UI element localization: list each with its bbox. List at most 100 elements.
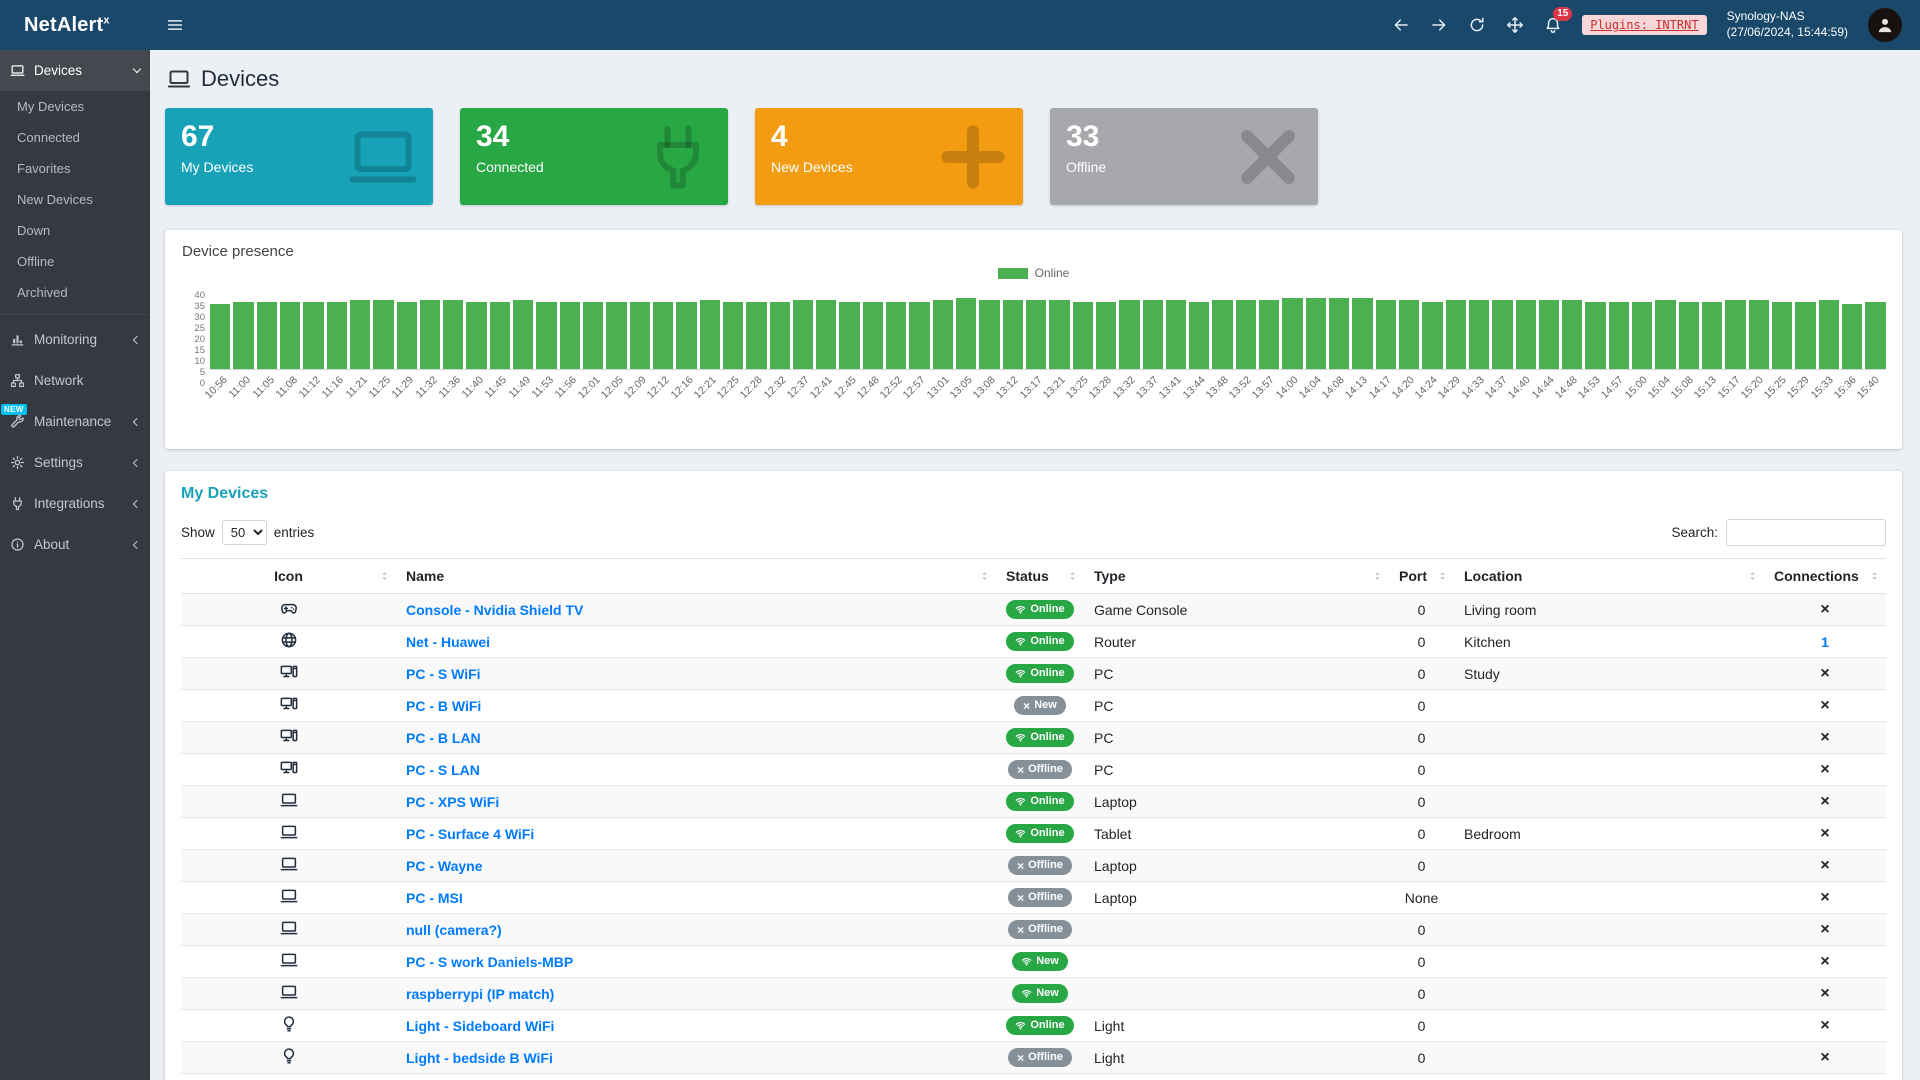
delete-device-icon[interactable]: × [1820, 984, 1830, 1002]
delete-device-icon[interactable]: × [1820, 760, 1830, 778]
column-header-status[interactable]: Status [996, 558, 1084, 594]
move-icon [1506, 16, 1524, 34]
device-name-link[interactable]: PC - S LAN [406, 761, 480, 778]
stat-card-connected[interactable]: 34 Connected [460, 108, 728, 205]
sidebar-subitem-my-devices[interactable]: My Devices [17, 99, 85, 114]
chart-bar [699, 299, 720, 369]
delete-device-icon[interactable]: × [1820, 856, 1830, 874]
delete-device-icon[interactable]: × [1820, 824, 1830, 842]
sidebar-item-settings[interactable]: Settings [0, 442, 150, 483]
sidebar-subitem-connected[interactable]: Connected [17, 130, 80, 145]
delete-device-icon[interactable]: × [1820, 952, 1830, 970]
chart-x-axis: 10:56 11:00 11:05 11:08 11:12 11:16 11:21 11:25… [203, 370, 1885, 416]
delete-device-icon[interactable]: × [1820, 728, 1830, 746]
forward-button[interactable] [1430, 16, 1448, 34]
chart-bar [233, 301, 254, 369]
device-name-link[interactable]: PC - B WiFi [406, 697, 482, 714]
plugins-status-badge[interactable]: Plugins: INTRNT [1582, 15, 1707, 35]
sidebar-subitem-offline[interactable]: Offline [17, 254, 55, 269]
brand-text: NetAlert [24, 13, 104, 36]
sidebar-item-label: Network [34, 373, 84, 388]
sidebar-subitem-archived[interactable]: Archived [17, 285, 68, 300]
device-name-link[interactable]: Console - Nvidia Shield TV [406, 601, 584, 618]
y-tick-label: 40 [194, 290, 205, 301]
device-name-link[interactable]: Light - bedside B WiFi [406, 1049, 553, 1066]
chevron-left-icon [132, 458, 142, 467]
sidebar-subitem-favorites[interactable]: Favorites [17, 161, 71, 176]
sidebar-item-devices[interactable]: Devices [0, 50, 150, 91]
status-label: New [1036, 955, 1059, 968]
sidebar-item-monitoring[interactable]: Monitoring [0, 319, 150, 360]
page-size-select[interactable]: 50 [221, 520, 267, 545]
chart-bar [326, 301, 347, 369]
x-tick-label: 10:56 [203, 374, 231, 402]
device-name-link[interactable]: Light - Sideboard WiFi [406, 1017, 555, 1034]
column-label: Type [1094, 568, 1126, 584]
device-type [1084, 913, 1389, 946]
delete-device-icon[interactable]: × [1820, 1016, 1830, 1034]
notifications-button[interactable]: 15 [1544, 7, 1573, 34]
chart-bar [373, 299, 394, 369]
column-header-icon[interactable]: Icon [181, 558, 396, 594]
sidebar-subitem-down[interactable]: Down [17, 223, 51, 238]
chart-bar [1725, 299, 1746, 369]
connections-count-link[interactable]: 1 [1821, 633, 1829, 650]
device-name-link[interactable]: PC - S work Daniels-MBP [406, 953, 574, 970]
delete-device-icon[interactable]: × [1820, 792, 1830, 810]
delete-device-icon[interactable]: × [1820, 664, 1830, 682]
delete-device-icon[interactable]: × [1820, 696, 1830, 714]
device-name-link[interactable]: Net - Huawei [406, 633, 491, 650]
lightbulb-icon [280, 1047, 298, 1065]
column-label: Connections [1774, 568, 1859, 584]
stat-card-offline[interactable]: 33 Offline [1050, 108, 1318, 205]
device-name-link[interactable]: PC - S WiFi [406, 665, 481, 682]
desktop-icon [280, 727, 298, 745]
status-badge: New [1012, 952, 1068, 971]
sort-icon [1868, 570, 1881, 583]
device-name-link[interactable]: PC - Wayne [406, 857, 483, 874]
delete-device-icon[interactable]: × [1820, 920, 1830, 938]
legend-label: Online [1034, 266, 1070, 280]
chart-bar [419, 299, 441, 369]
avatar[interactable] [1868, 8, 1902, 42]
device-name-link[interactable]: PC - Surface 4 WiFi [406, 825, 535, 842]
page-title-text: Devices [201, 66, 280, 91]
devices-table: Icon Name Status Type Port Location Connection… [181, 558, 1886, 1074]
status-badge: × New [1014, 696, 1066, 715]
laptop-icon [280, 855, 298, 873]
arrow-left-icon [1392, 16, 1410, 34]
delete-device-icon[interactable]: × [1820, 1048, 1830, 1066]
search-input[interactable] [1726, 519, 1886, 546]
sidebar-item-maintenance[interactable]: Maintenance NEW [0, 401, 150, 442]
sidebar-item-about[interactable]: About [0, 524, 150, 565]
delete-device-icon[interactable]: × [1820, 888, 1830, 906]
chart-bar [746, 301, 767, 369]
device-name-link[interactable]: PC - XPS WiFi [406, 793, 500, 810]
stat-card-my-devices[interactable]: 67 My Devices [165, 108, 433, 205]
plug-icon [10, 496, 25, 511]
delete-device-icon[interactable]: × [1820, 600, 1830, 618]
column-header-port[interactable]: Port [1389, 558, 1454, 594]
column-header-type[interactable]: Type [1084, 558, 1389, 594]
sidebar-item-network[interactable]: Network [0, 360, 150, 401]
sidebar-item-integrations[interactable]: Integrations [0, 483, 150, 524]
sidebar-toggle-button[interactable] [166, 16, 184, 34]
stat-card-value: 33 [1066, 120, 1100, 153]
column-header-name[interactable]: Name [396, 558, 996, 594]
chart-bar [1748, 299, 1769, 369]
device-name-link[interactable]: PC - MSI [406, 889, 463, 906]
brand-logo[interactable]: NetAlertx [0, 14, 150, 37]
device-name-link[interactable]: null (camera?) [406, 921, 502, 938]
stat-card-new-devices[interactable]: 4 New Devices [755, 108, 1023, 205]
column-header-location[interactable]: Location [1454, 558, 1764, 594]
column-header-connections[interactable]: Connections [1764, 558, 1886, 594]
sidebar: Devices My Devices Connected Favorites New D… [0, 50, 150, 1080]
device-name-link[interactable]: PC - B LAN [406, 729, 481, 746]
refresh-button[interactable] [1468, 16, 1486, 34]
device-location: Study [1454, 657, 1764, 690]
device-name-link[interactable]: raspberrypi (IP match) [406, 985, 555, 1002]
move-button[interactable] [1506, 16, 1524, 34]
chart-bar [816, 299, 837, 369]
sidebar-subitem-new-devices[interactable]: New Devices [17, 192, 93, 207]
back-button[interactable] [1392, 16, 1410, 34]
